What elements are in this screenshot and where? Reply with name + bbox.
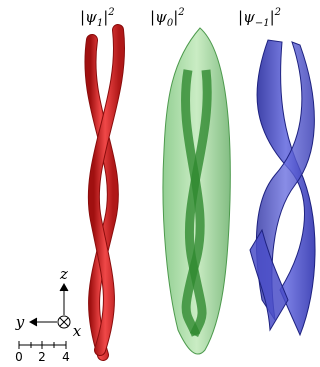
axis-label: y (15, 313, 25, 331)
green-isosurface (163, 28, 230, 354)
label-part: |ψ (238, 8, 255, 26)
red-isosurface (90, 30, 119, 355)
scale-bar (19, 341, 66, 349)
label-sup: 2 (274, 7, 281, 18)
panel-label: |ψ0|2 (150, 7, 185, 29)
scale-label: 4 (62, 350, 70, 364)
axis-label: x (73, 322, 82, 340)
label-sup: 2 (107, 7, 114, 18)
panel-label: |ψ−1|2 (238, 7, 281, 29)
figure: |ψ1|2 |ψ0|2 |ψ−1|2 z y x (0, 0, 320, 367)
label-sub: −1 (255, 18, 270, 29)
axis-triad (30, 284, 70, 328)
blue-isosurface (250, 40, 315, 335)
scale-label: 0 (15, 350, 23, 364)
label-sup: 2 (177, 7, 184, 18)
label-part: |ψ (80, 8, 97, 26)
axis-label: z (59, 265, 68, 283)
label-part: |ψ (150, 8, 167, 26)
panel-label: |ψ1|2 (80, 7, 115, 29)
scale-label: 2 (38, 350, 46, 364)
